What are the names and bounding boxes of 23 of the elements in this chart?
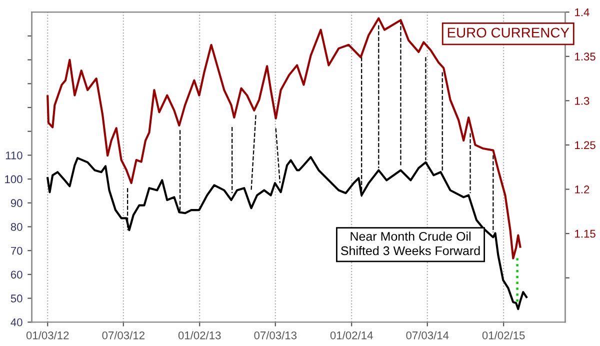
y-tick-label: 70	[10, 246, 22, 255]
x-tick-label: 07/03/14	[406, 331, 449, 340]
series-label: EURO CURRENCY	[448, 28, 570, 38]
y2-tick-label: 1.2	[575, 186, 590, 194]
y-tick-label: 90	[10, 199, 22, 208]
y-tick-label: 60	[10, 270, 22, 279]
y-tick-label: 40	[10, 318, 22, 326]
series-label: Near Month Crude Oil Shifted 3 Weeks Forward	[341, 232, 480, 256]
y-tick-label: 50	[10, 294, 22, 302]
y2-tick-label: 1.15	[575, 230, 596, 238]
x-tick-label: 07/03/12	[102, 331, 144, 340]
x-tick-label: 07/03/13	[254, 331, 297, 340]
x-tick-label: 01/02/14	[330, 331, 373, 340]
y2-tick-label: 1.4	[575, 8, 590, 16]
y-tick-label: 110	[6, 151, 22, 160]
y2-tick-label: 1.25	[575, 141, 596, 150]
y2-tick-label: 1.3	[575, 96, 590, 105]
y-tick-label: 100	[5, 175, 22, 184]
x-tick-label: 01/03/12	[26, 331, 69, 340]
y2-tick-label: 1.35	[575, 52, 596, 61]
x-tick-label: 01/02/15	[482, 331, 525, 340]
y-tick-label: 80	[10, 223, 22, 231]
x-tick-label: 01/02/13	[178, 331, 221, 340]
